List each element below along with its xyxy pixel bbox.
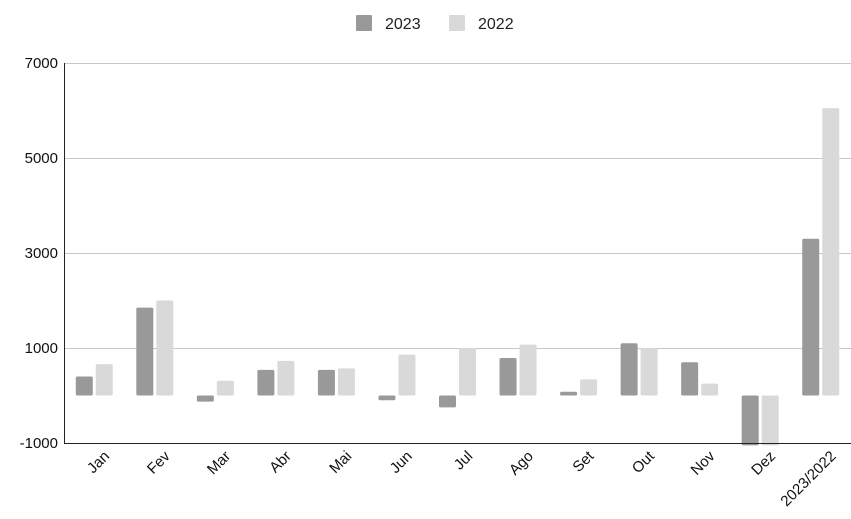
x-category-label: Jan [84, 448, 113, 477]
axes [64, 63, 851, 444]
bar-2022-Jun [398, 354, 416, 396]
legend-label-2023: 2023 [385, 16, 421, 33]
bar-2022-Fev [156, 300, 174, 396]
x-category-label: Ago [506, 448, 537, 479]
legend-label-2022: 2022 [478, 16, 514, 33]
y-tick-label: 1000 [25, 340, 58, 357]
x-category-label: Abr [266, 448, 295, 477]
bar-2023-Dez [741, 395, 759, 446]
bar-2023-Jun [378, 395, 396, 401]
x-category-label: Jun [387, 448, 416, 477]
gridlines [64, 63, 851, 349]
bar-2023-Jan [75, 376, 93, 396]
bar-2023-Nov [681, 362, 699, 396]
y-tick-label: 3000 [25, 245, 58, 262]
x-category-label: Set [569, 447, 598, 476]
y-tick-label: -1000 [20, 435, 58, 452]
x-category-label: Jul [451, 448, 477, 474]
bar-2023-Mai [317, 369, 335, 396]
bar-2023-Abr [257, 369, 275, 396]
x-category-labels: Jan Fev Mar Abr Mai Jun Jul Ago Set Out Nov Dez2023… [84, 447, 840, 510]
bars [75, 108, 840, 446]
bar-2023-Set [560, 391, 578, 396]
bar-2023-Out [620, 343, 638, 396]
legend: 2023 2022 [356, 15, 514, 33]
bar-2022-Abr [277, 360, 295, 396]
bar-2022-Out [640, 348, 658, 396]
y-tick-labels: -1000 1000 3000 5000 7000 [20, 55, 58, 452]
y-tick-label: 5000 [25, 150, 58, 167]
bar-2022-Mar [216, 380, 234, 396]
x-category-label: Mar [204, 448, 234, 478]
bar-2022-Set [580, 379, 598, 396]
legend-swatch-2023 [356, 15, 372, 31]
bar-2022-2023/2022 [822, 108, 840, 396]
x-category-label: Mai [326, 448, 355, 477]
x-category-label: Dez [748, 448, 779, 479]
bar-2023-Ago [499, 357, 517, 396]
x-category-label: 2023/2022 [777, 448, 839, 510]
bar-2022-Ago [519, 344, 537, 396]
x-category-label: Nov [688, 447, 719, 478]
legend-swatch-2022 [449, 15, 465, 31]
bar-2023-2023/2022 [802, 238, 820, 396]
bar-2022-Jan [95, 364, 113, 396]
bar-2023-Mar [196, 395, 214, 402]
x-category-label: Fev [144, 447, 174, 477]
bar-2022-Jul [459, 348, 476, 396]
bar-2022-Dez [761, 395, 779, 446]
bar-2023-Jul [439, 395, 456, 408]
bar-2023-Fev [136, 307, 154, 396]
x-category-label: Out [629, 447, 659, 477]
bar-2022-Nov [701, 383, 719, 396]
y-tick-label: 7000 [25, 55, 58, 72]
bar-2022-Mai [337, 368, 355, 396]
